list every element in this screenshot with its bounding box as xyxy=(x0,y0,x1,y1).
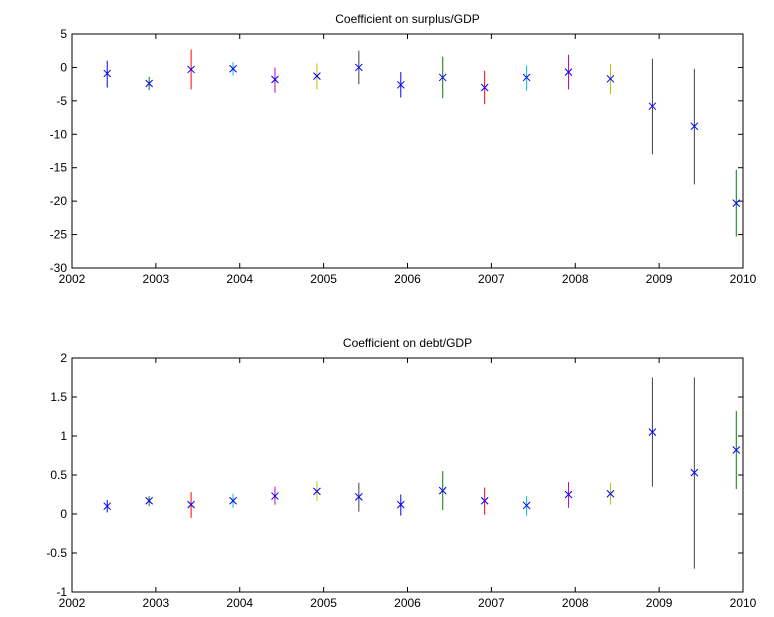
x-tick-label: 2008 xyxy=(562,596,589,610)
point-estimate-marker xyxy=(438,73,447,82)
y-tick-label: -20 xyxy=(50,194,68,208)
x-tick-label: 2002 xyxy=(59,272,86,286)
point-estimate-marker xyxy=(354,492,363,501)
y-tick-label: -15 xyxy=(50,161,68,175)
point-estimate-marker xyxy=(648,102,657,111)
point-estimate-marker xyxy=(313,72,321,80)
y-tick-label: 0.5 xyxy=(50,468,67,482)
point-estimate-marker xyxy=(690,122,699,131)
point-estimate-marker xyxy=(396,500,405,509)
y-tick-label: 1.5 xyxy=(50,390,67,404)
point-estimate-marker xyxy=(522,73,531,82)
x-tick-label: 2010 xyxy=(730,272,757,286)
point-estimate-marker xyxy=(145,496,154,505)
y-tick-label: -10 xyxy=(50,127,68,141)
x-tick-label: 2006 xyxy=(394,596,421,610)
debt-coefficient-panel: Coefficient on debt/GDP 2002 2003 2004 2005… xyxy=(46,336,756,610)
x-tick-label: 2004 xyxy=(226,596,253,610)
point-estimate-marker xyxy=(187,65,195,74)
axis-ticks: 2002 2003 2004 2005 2006 2007 2008 2009 2010 5 0 -5… xyxy=(50,27,757,286)
point-estimate-marker xyxy=(229,64,237,73)
y-tick-label: -30 xyxy=(50,261,68,275)
point-estimate-marker xyxy=(480,496,489,505)
x-tick-label: 2005 xyxy=(310,272,337,286)
x-tick-label: 2009 xyxy=(646,596,673,610)
plot-area xyxy=(71,33,744,269)
point-estimate-marker xyxy=(438,486,447,495)
x-tick-label: 2008 xyxy=(562,272,589,286)
chart-title: Coefficient on debt/GDP xyxy=(343,336,472,350)
axis-ticks: 2002 2003 2004 2005 2006 2007 2008 2009 2010 2 1.5… xyxy=(46,351,756,610)
x-tick-label: 2006 xyxy=(394,272,421,286)
point-estimate-marker xyxy=(145,79,154,88)
x-tick-label: 2004 xyxy=(226,272,253,286)
point-estimate-marker xyxy=(522,501,531,510)
point-estimate-marker xyxy=(187,500,195,509)
point-estimate-marker xyxy=(271,492,279,500)
y-tick-label: 0 xyxy=(60,60,67,74)
point-estimate-marker xyxy=(690,468,699,477)
x-tick-label: 2010 xyxy=(730,596,757,610)
point-estimate-marker xyxy=(606,489,615,498)
point-estimate-marker xyxy=(271,75,279,84)
point-estimate-marker xyxy=(732,199,741,208)
x-tick-label: 2007 xyxy=(478,596,505,610)
point-estimate-marker xyxy=(564,490,573,499)
point-estimate-marker xyxy=(648,428,657,436)
y-tick-label: -1 xyxy=(56,585,67,599)
y-tick-label: -0.5 xyxy=(46,546,67,560)
point-estimate-marker xyxy=(103,502,112,511)
x-tick-label: 2002 xyxy=(59,596,86,610)
y-tick-label: 5 xyxy=(60,27,67,41)
data-marks xyxy=(103,49,741,237)
data-marks xyxy=(103,377,741,569)
y-tick-label: 0 xyxy=(60,507,67,521)
point-estimate-marker xyxy=(396,80,405,89)
point-estimate-marker xyxy=(564,68,573,76)
x-tick-label: 2005 xyxy=(310,596,337,610)
y-tick-label: -25 xyxy=(50,228,68,242)
x-tick-label: 2009 xyxy=(646,272,673,286)
x-tick-label: 2003 xyxy=(143,596,170,610)
x-tick-label: 2003 xyxy=(143,272,170,286)
point-estimate-marker xyxy=(606,74,615,83)
chart-title: Coefficient on surplus/GDP xyxy=(335,12,480,26)
surplus-coefficient-panel: Coefficient on surplus/GDP 2002 2003 2004 2… xyxy=(50,12,757,286)
y-tick-label: -5 xyxy=(56,94,67,108)
plot-area xyxy=(71,357,744,593)
point-estimate-marker xyxy=(229,496,237,505)
y-tick-label: 2 xyxy=(60,351,67,365)
point-estimate-marker xyxy=(480,83,489,92)
point-estimate-marker xyxy=(103,69,112,78)
point-estimate-marker xyxy=(354,63,363,72)
point-estimate-marker xyxy=(732,446,741,454)
y-tick-label: 1 xyxy=(60,429,67,443)
x-tick-label: 2007 xyxy=(478,272,505,286)
point-estimate-marker xyxy=(313,487,321,496)
